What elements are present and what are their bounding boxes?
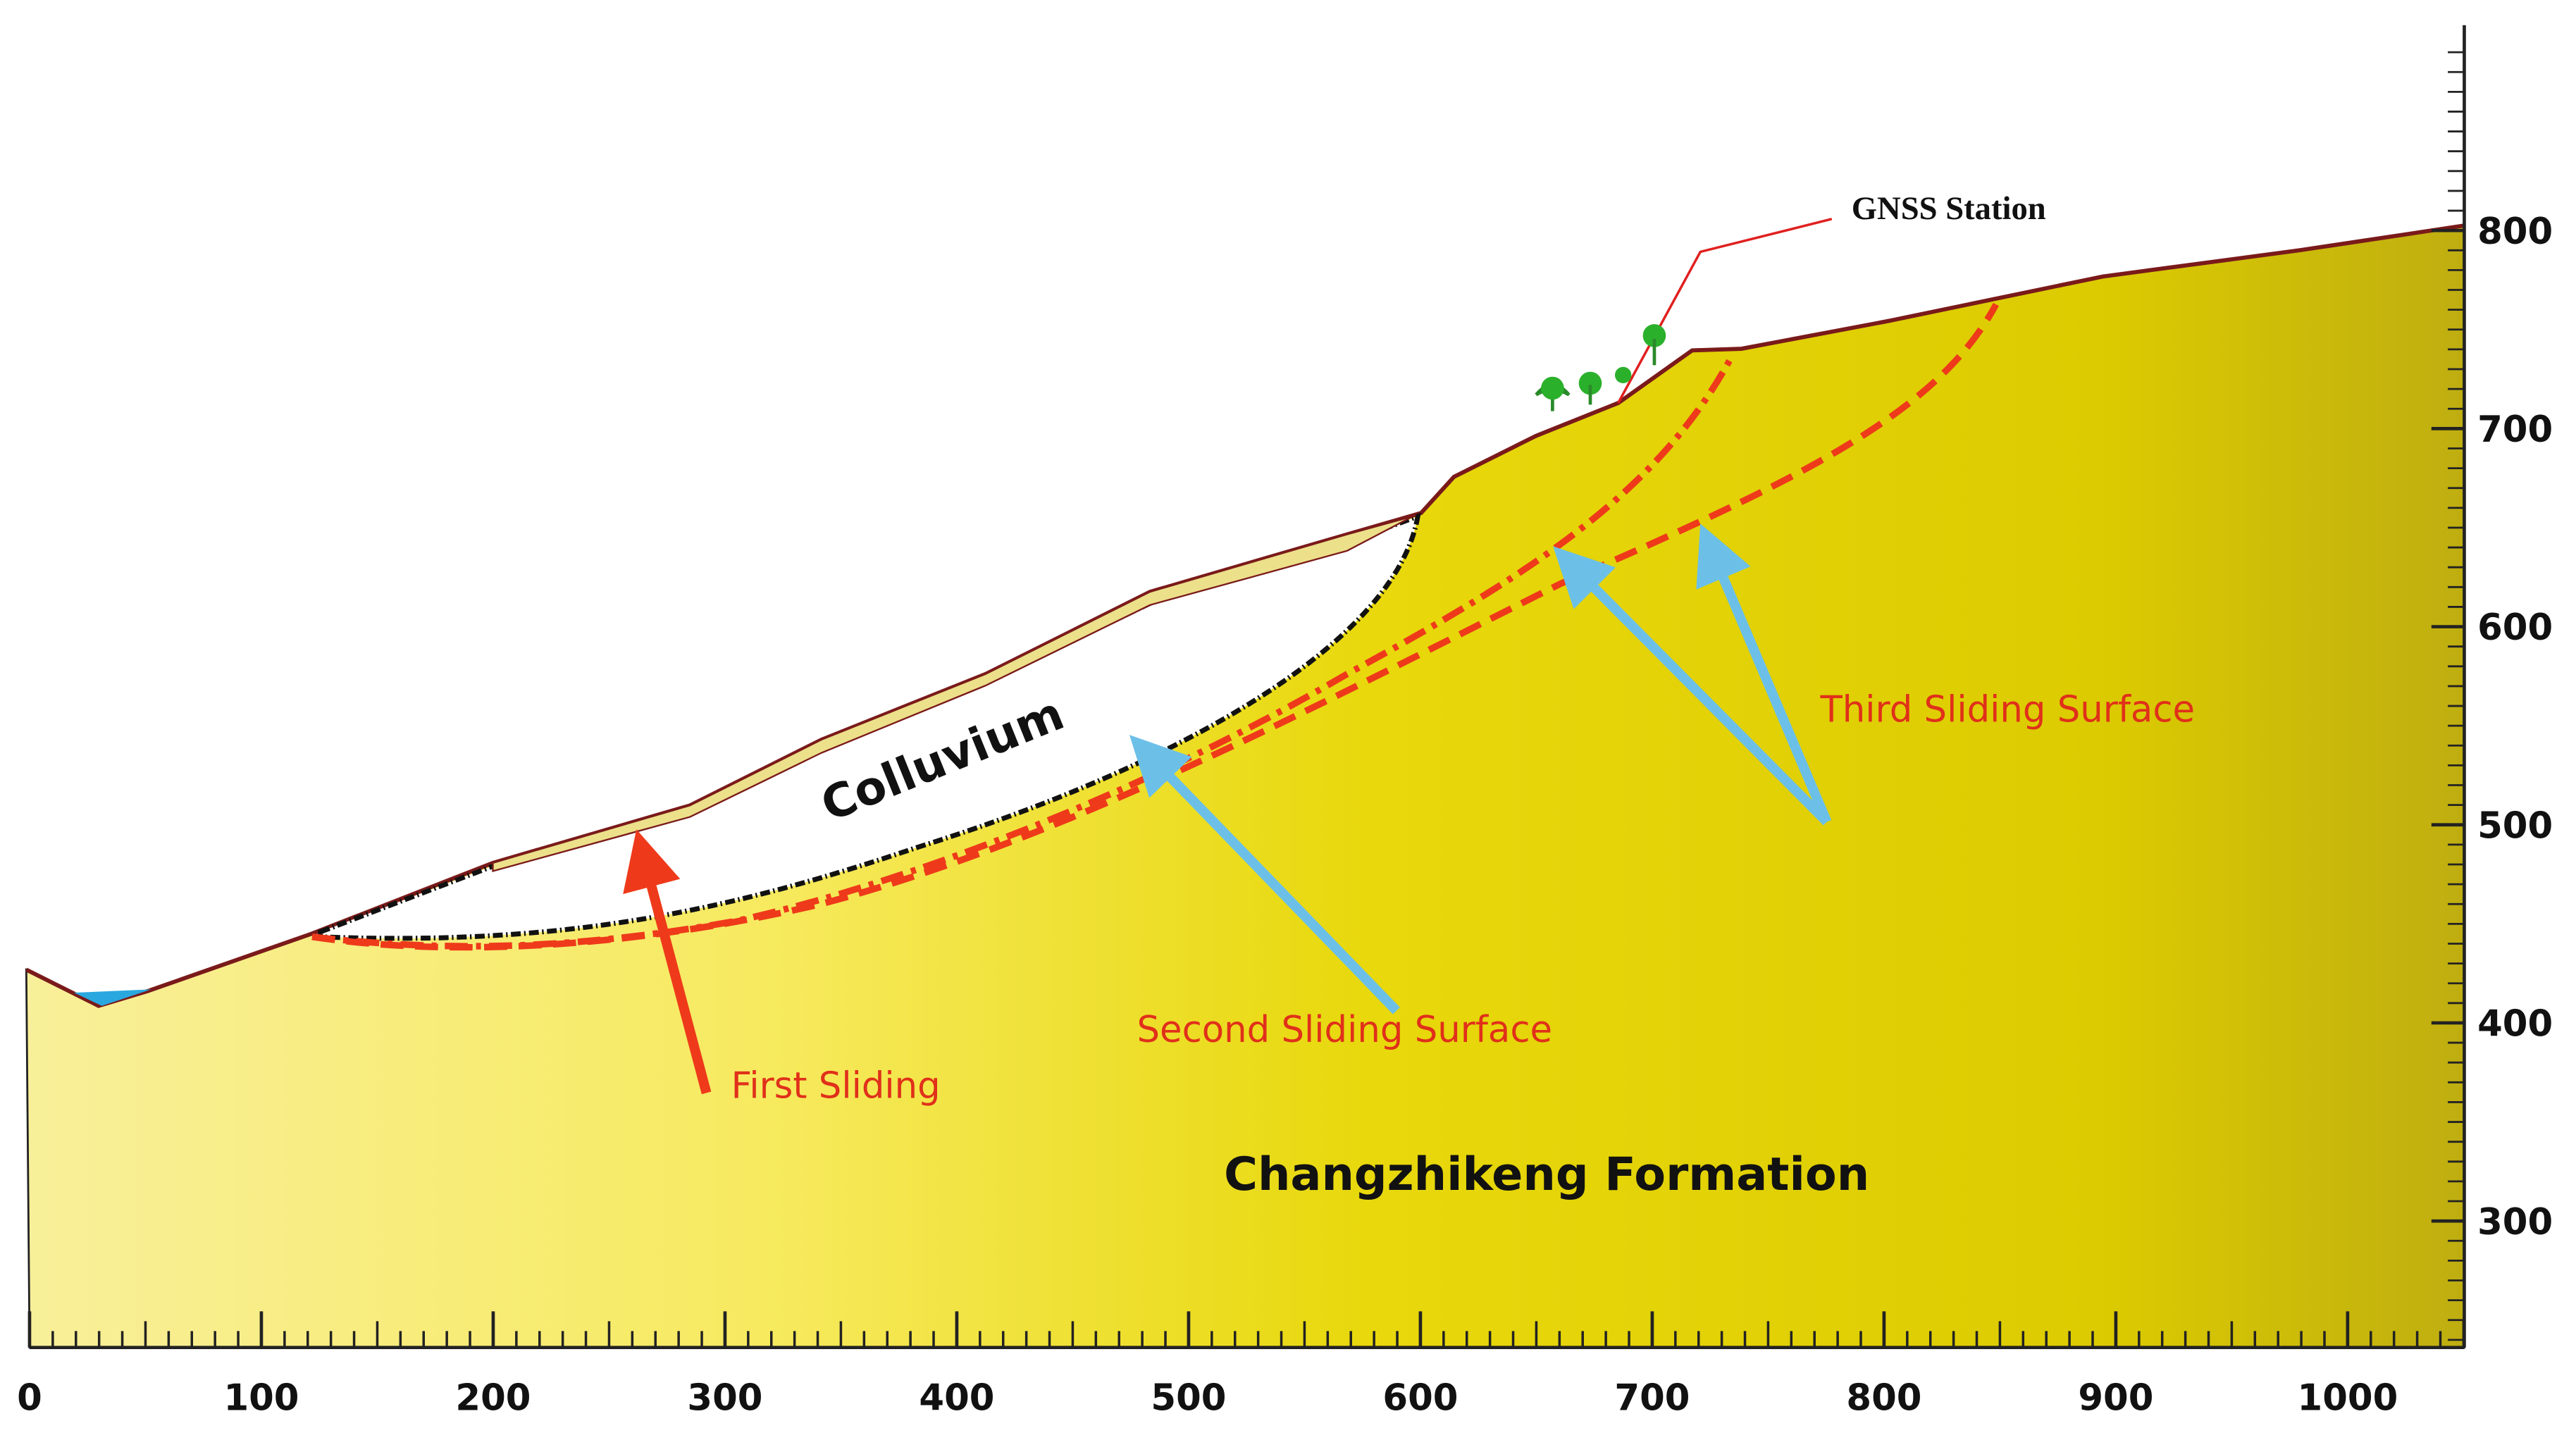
colluvium-body [318, 512, 1421, 941]
first-sliding-label: First Sliding [731, 1065, 941, 1107]
third-arrow-b [1696, 523, 1832, 824]
trees [1535, 324, 1666, 411]
x-tick-label: 0 [17, 1377, 42, 1419]
axes: 0 100 200 300 400 500 600 700 800 900 1000 300 400 50… [17, 25, 2553, 1419]
second-sliding-surface [311, 352, 1736, 950]
gnss-leader [1617, 218, 1833, 404]
colluvium-rim [492, 515, 1413, 873]
third-arrow-a [1553, 546, 1831, 826]
y-tick-label: 700 [2477, 409, 2553, 451]
x-tick-label: 800 [1846, 1377, 1921, 1419]
x-tick-label: 300 [687, 1377, 762, 1419]
formation-label: Changzhikeng Formation [1224, 1148, 1869, 1201]
x-tick-label: 1000 [2298, 1377, 2398, 1419]
gnss-label: GNSS Station [1852, 190, 2046, 227]
y-tick-label: 500 [2477, 805, 2553, 847]
river [73, 989, 151, 1006]
y-tick-label: 600 [2477, 607, 2553, 649]
x-tick-label: 600 [1382, 1377, 1458, 1419]
y-tick-label: 800 [2477, 211, 2553, 253]
x-tick-label: 500 [1151, 1377, 1226, 1419]
x-tick-label: 100 [223, 1377, 299, 1419]
y-tick-label: 300 [2477, 1201, 2553, 1243]
geology [25, 218, 2465, 1349]
x-tick-label: 700 [1614, 1377, 1690, 1419]
first-sliding-arrow [623, 829, 712, 1095]
x-tick-label: 900 [2078, 1377, 2153, 1419]
second-arrow [1129, 735, 1400, 1014]
x-tick-label: 400 [919, 1377, 994, 1419]
third-surface-label: Third Sliding Surface [1819, 688, 2195, 731]
y-tick-label: 400 [2477, 1003, 2553, 1045]
x-tick-label: 200 [455, 1377, 531, 1419]
annotations: GNSS Station Colluvium First Sliding Sec… [731, 190, 2196, 1201]
second-surface-label: Second Sliding Surface [1137, 1009, 1552, 1051]
